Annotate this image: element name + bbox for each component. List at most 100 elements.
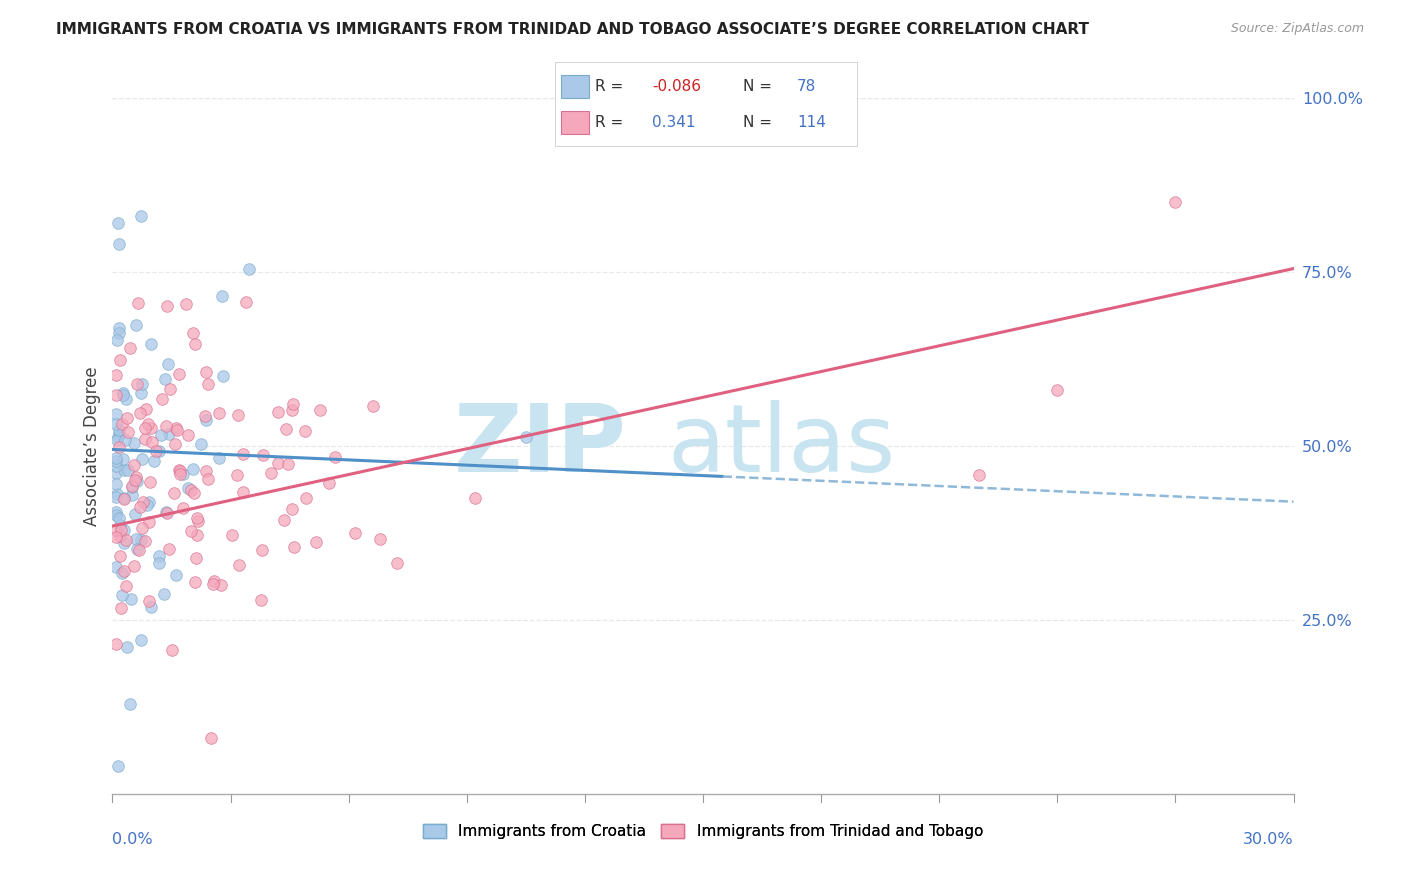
Point — [107, 759, 129, 773]
Point — [157, 542, 180, 557]
Point — [252, 448, 274, 462]
Point — [112, 564, 135, 578]
Point — [124, 507, 146, 521]
Point — [112, 491, 135, 505]
Point — [105, 505, 128, 519]
Point — [183, 326, 205, 341]
Point — [105, 523, 128, 537]
Point — [176, 428, 198, 442]
Bar — [561, 75, 589, 98]
Point — [115, 411, 138, 425]
Point — [232, 484, 254, 499]
Point — [148, 549, 170, 564]
Point — [107, 430, 129, 444]
Bar — [561, 112, 589, 135]
Point — [232, 447, 254, 461]
Point — [190, 436, 212, 450]
Point — [124, 533, 146, 547]
Point — [159, 382, 181, 396]
Point — [132, 495, 155, 509]
Point — [131, 386, 153, 401]
Point — [1046, 383, 1069, 397]
Point — [163, 486, 186, 500]
Point — [105, 450, 128, 465]
Point — [184, 337, 207, 351]
Point — [280, 501, 302, 516]
Point — [187, 514, 209, 528]
Point — [124, 473, 146, 487]
Point — [267, 456, 290, 470]
Point — [184, 575, 207, 590]
Text: ZIP: ZIP — [453, 400, 626, 492]
Point — [111, 388, 134, 402]
Point — [122, 559, 145, 574]
Point — [110, 549, 132, 563]
Point — [273, 513, 295, 527]
Point — [165, 436, 187, 450]
Point — [105, 490, 128, 504]
Point — [105, 467, 128, 481]
Point — [128, 500, 150, 514]
Point — [115, 533, 138, 547]
Point — [108, 320, 131, 334]
Point — [127, 542, 149, 557]
Text: 114: 114 — [797, 115, 827, 130]
Point — [112, 491, 135, 506]
Point — [117, 463, 139, 477]
Point — [515, 430, 537, 444]
Point — [194, 409, 217, 423]
Point — [105, 333, 128, 347]
Point — [195, 464, 218, 478]
Point — [167, 367, 190, 381]
Point — [208, 451, 231, 466]
Point — [121, 479, 143, 493]
Point — [165, 421, 187, 435]
Point — [155, 505, 177, 519]
Text: IMMIGRANTS FROM CROATIA VS IMMIGRANTS FROM TRINIDAD AND TOBAGO ASSOCIATE’S DEGRE: IMMIGRANTS FROM CROATIA VS IMMIGRANTS FR… — [56, 22, 1090, 37]
Point — [183, 486, 205, 500]
Point — [129, 406, 152, 420]
Point — [134, 533, 156, 548]
Point — [105, 637, 128, 651]
Point — [172, 500, 194, 515]
Text: 0.341: 0.341 — [652, 115, 696, 130]
Point — [129, 533, 152, 547]
Point — [108, 511, 131, 525]
Point — [105, 387, 128, 401]
Point — [157, 427, 180, 442]
Point — [363, 399, 385, 413]
Point — [267, 405, 290, 419]
Point — [105, 368, 128, 382]
Point — [110, 523, 132, 537]
Y-axis label: Associate’s Degree: Associate’s Degree — [83, 367, 101, 525]
Point — [157, 357, 180, 371]
Point — [305, 534, 328, 549]
Point — [131, 452, 153, 467]
Text: R =: R = — [595, 79, 623, 95]
Point — [105, 407, 128, 421]
Point — [111, 417, 134, 431]
Point — [211, 369, 233, 384]
Point — [110, 353, 132, 368]
Point — [186, 528, 208, 542]
Point — [152, 587, 174, 601]
Point — [174, 296, 197, 310]
Point — [323, 450, 346, 465]
Point — [464, 491, 486, 505]
Point — [121, 480, 143, 494]
Point — [165, 568, 187, 582]
Point — [195, 365, 218, 379]
Point — [260, 466, 283, 480]
Point — [127, 295, 149, 310]
Point — [385, 556, 408, 570]
Point — [156, 299, 179, 313]
Point — [117, 425, 139, 439]
Point — [138, 515, 160, 529]
Point — [124, 458, 146, 473]
Point — [105, 560, 128, 574]
Point — [111, 566, 134, 580]
Point — [148, 556, 170, 570]
Point — [150, 392, 173, 407]
Point — [277, 457, 299, 471]
Point — [135, 401, 157, 416]
